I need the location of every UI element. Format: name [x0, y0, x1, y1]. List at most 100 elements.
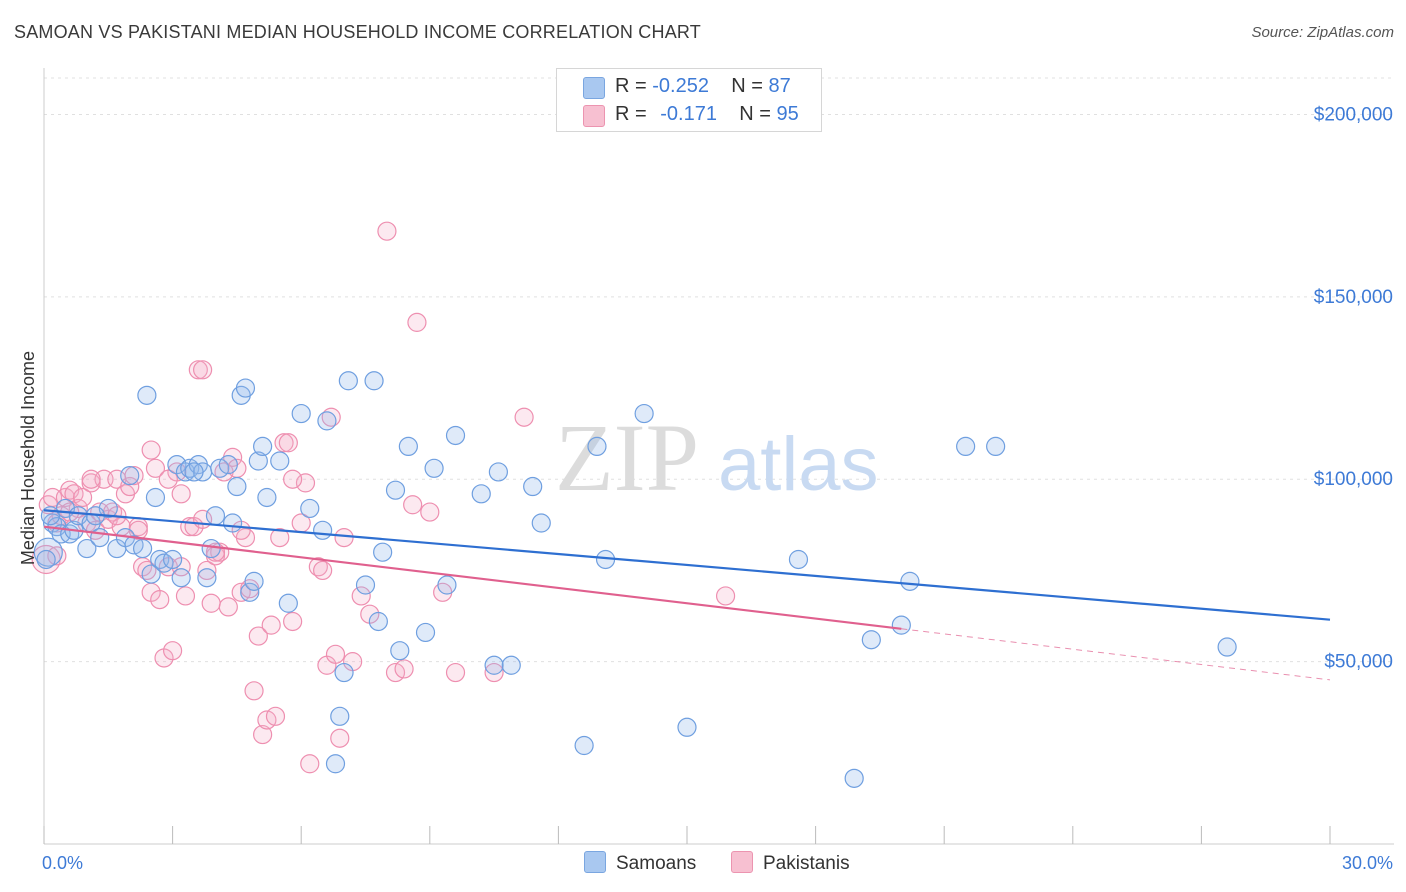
samoan-point	[244, 571, 264, 591]
pakistani-point	[484, 662, 504, 683]
samoan-point	[145, 487, 166, 508]
samoan-point	[445, 425, 466, 446]
samoan-point	[278, 593, 298, 613]
samoan-point	[248, 451, 268, 471]
bottom-legend-label-samoans: Samoans	[616, 853, 697, 874]
pakistani-point	[514, 407, 534, 427]
pakistani-point	[283, 611, 303, 632]
pakistani-trend-extension	[901, 628, 1331, 681]
samoan-point	[1217, 637, 1237, 657]
pakistani-point	[278, 433, 298, 453]
pakistani-point	[248, 626, 268, 646]
samoan-point	[574, 735, 594, 756]
pakistani-point	[141, 440, 161, 460]
trend-lines	[43, 509, 1331, 681]
x-tick-label: 0.0%	[42, 853, 83, 873]
samoan-point	[385, 480, 406, 500]
legend-r-label: R =	[615, 103, 653, 125]
correlation-legend: R = -0.252 N = 87 R = -0.171 N = 95	[556, 68, 822, 132]
pakistani-point	[265, 706, 286, 726]
pakistani-point	[175, 586, 196, 606]
legend-row-samoans: R = -0.252 N = 87	[557, 73, 821, 101]
pakistani-point	[81, 469, 101, 489]
samoan-point	[205, 506, 226, 526]
samoan-point	[223, 513, 243, 533]
samoan-point	[317, 411, 337, 431]
pakistani-point	[193, 360, 213, 380]
samoan-point	[986, 436, 1006, 457]
samoan-point	[523, 476, 543, 497]
pakistani-point	[244, 681, 264, 701]
legend-row-pakistanis: R = -0.171 N = 95	[557, 101, 821, 129]
pakistani-point	[261, 615, 281, 635]
y-tick-label: $200,000	[1314, 104, 1393, 125]
pakistani-point	[403, 495, 423, 515]
samoan-point	[368, 611, 388, 632]
samoan-point	[325, 754, 346, 774]
pakistani-point	[420, 502, 440, 522]
pakistani-point	[124, 465, 144, 486]
bottom-legend-pakistanis: Pakistanis	[731, 851, 850, 875]
samoan-point	[390, 641, 410, 661]
samoan-trend-line	[43, 509, 1331, 621]
samoan-point	[197, 568, 217, 588]
legend-n-value-samoans: 87	[768, 75, 791, 97]
pakistani-point	[334, 527, 354, 548]
samoan-point	[313, 520, 333, 540]
samoan-point	[77, 538, 97, 559]
pakistani-point	[325, 644, 346, 664]
pakistani-point	[300, 754, 320, 774]
samoan-point	[132, 538, 153, 559]
y-tick-label: $150,000	[1314, 287, 1393, 308]
legend-n-label: N =	[731, 75, 769, 97]
samoan-point	[334, 662, 354, 683]
samoan-point	[36, 549, 56, 570]
pakistani-point	[201, 593, 221, 613]
pakistani-point	[313, 560, 333, 581]
samoan-point	[956, 436, 976, 457]
pakistani-point	[407, 312, 427, 332]
tick-labels: $50,000 $100,000 $150,000 $200,000 0.0% 30.0%	[42, 104, 1393, 873]
samoan-point	[291, 403, 311, 424]
samoan-point	[677, 717, 697, 737]
samoan-point	[257, 487, 277, 508]
y-tick-label: $50,000	[1324, 652, 1393, 673]
samoan-point	[471, 484, 491, 504]
axes	[43, 68, 1394, 845]
watermark-zip: ZIP	[555, 404, 699, 511]
pakistani-trend-line	[43, 525, 902, 630]
legend-swatch-pakistanis	[583, 105, 605, 127]
samoan-point	[373, 542, 393, 562]
samoan-point	[788, 549, 809, 570]
samoan-point	[227, 476, 247, 497]
samoan-point	[201, 538, 221, 559]
samoan-point	[634, 403, 654, 424]
samoan-point	[415, 622, 436, 643]
samoan-point	[484, 655, 504, 675]
pakistani-point	[150, 590, 170, 610]
samoan-point	[184, 462, 204, 482]
pakistani-point	[47, 546, 67, 566]
pakistani-point	[445, 662, 466, 683]
chart-source: Source: ZipAtlas.com	[1251, 24, 1394, 41]
pakistani-point	[330, 728, 350, 748]
bottom-legend-swatch-samoans	[584, 851, 606, 873]
pakistani-point	[377, 221, 397, 241]
legend-swatch-samoans	[583, 77, 605, 99]
pakistani-point	[283, 469, 303, 489]
pakistani-point	[270, 527, 290, 548]
pakistani-point	[274, 433, 294, 453]
y-axis-title: Median Household Income	[18, 351, 38, 565]
samoan-point	[163, 549, 183, 570]
samoan-point	[330, 706, 350, 726]
pakistani-point	[120, 476, 140, 497]
samoan-point	[171, 568, 191, 588]
bottom-legend-samoans: Samoans	[584, 851, 696, 875]
grid-lines	[44, 77, 1394, 663]
samoan-point	[364, 371, 384, 391]
pakistani-point	[171, 484, 191, 504]
samoan-point	[218, 455, 238, 475]
samoan-point	[137, 385, 157, 405]
samoan-point	[861, 630, 881, 650]
